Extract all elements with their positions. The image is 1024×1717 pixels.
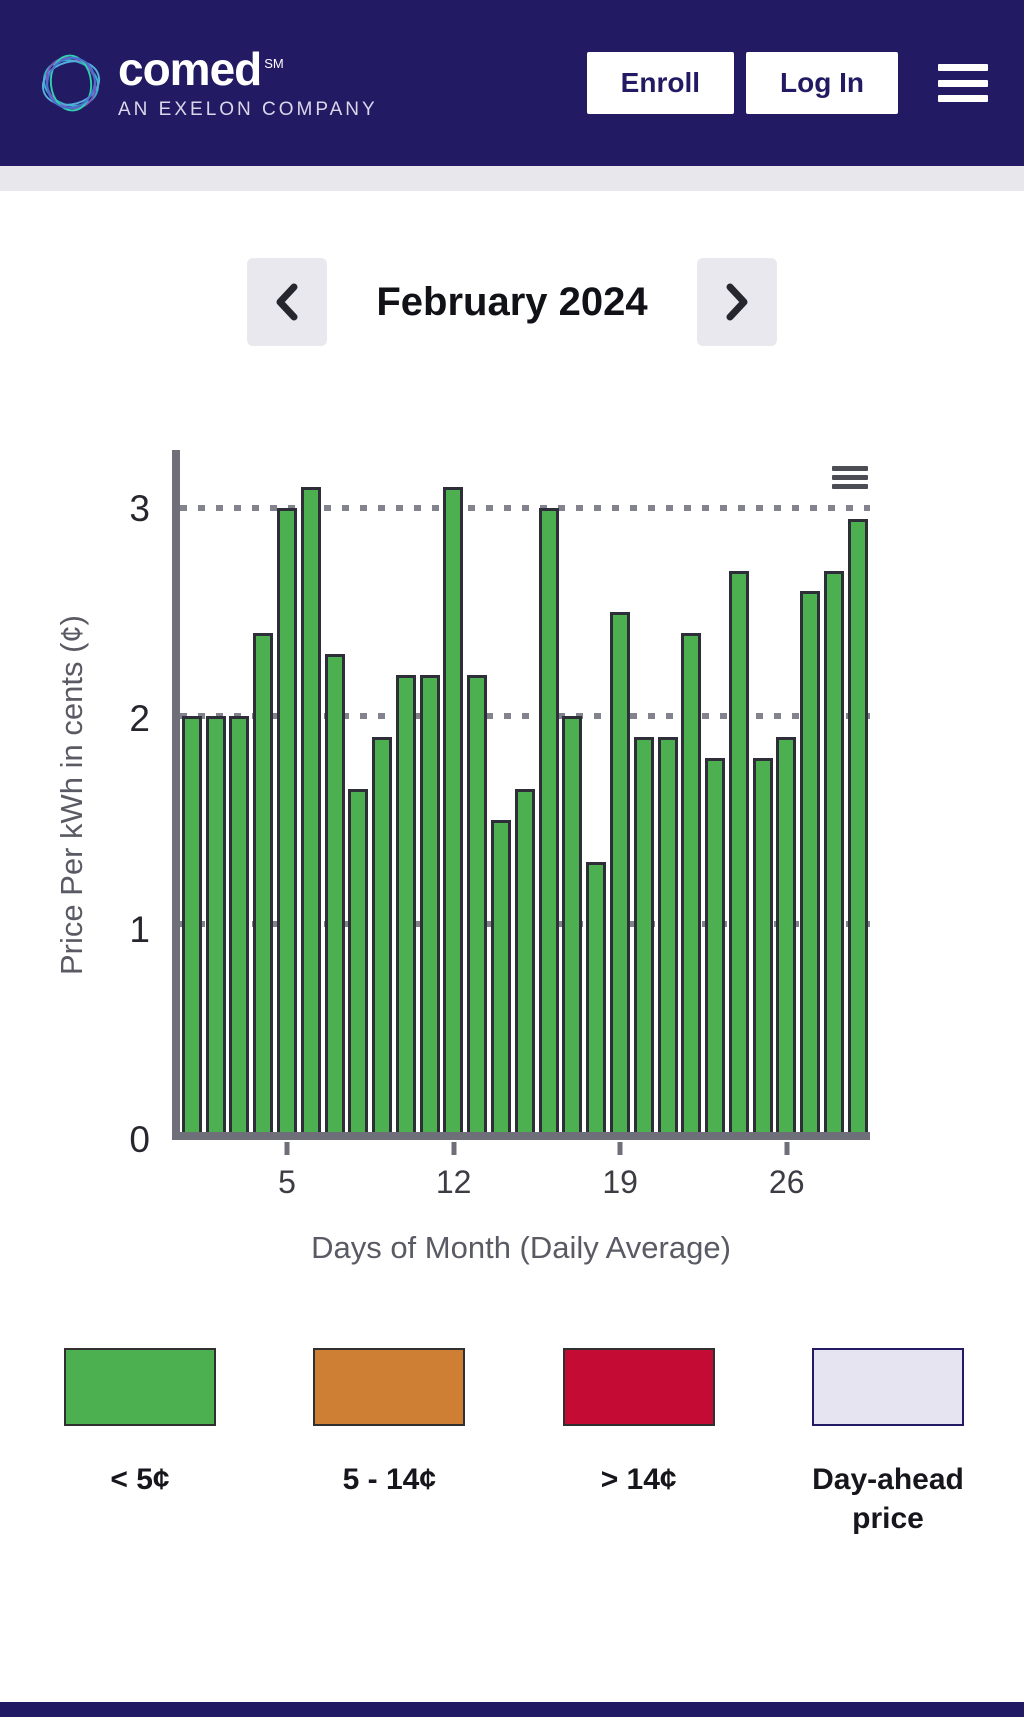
chart-context-menu-icon[interactable] xyxy=(832,466,868,493)
bar-day-2[interactable] xyxy=(205,716,226,1132)
comed-swirl-icon xyxy=(41,54,101,112)
bar-day-16[interactable] xyxy=(538,508,559,1132)
x-axis-title: Days of Month (Daily Average) xyxy=(311,1230,731,1265)
legend-label-gt14: > 14¢ xyxy=(600,1463,677,1496)
legend-label-lt5: < 5¢ xyxy=(110,1463,170,1496)
bar-day-9[interactable] xyxy=(372,736,393,1132)
bar-day-25[interactable] xyxy=(752,757,773,1132)
bars-container xyxy=(180,450,870,1132)
legend-item-dayahead: Day-ahead price xyxy=(811,1348,964,1538)
bar-day-1[interactable] xyxy=(181,716,202,1132)
bar-day-20[interactable] xyxy=(633,736,654,1132)
legend-item-gt14: > 14¢ xyxy=(562,1348,715,1538)
y-tick-label-3: 3 xyxy=(129,487,150,529)
bar-day-3[interactable] xyxy=(229,716,250,1132)
bar-day-11[interactable] xyxy=(419,674,440,1132)
footer-strip xyxy=(0,1702,1024,1717)
bar-day-28[interactable] xyxy=(823,570,844,1132)
bar-day-22[interactable] xyxy=(681,632,702,1132)
month-title: February 2024 xyxy=(376,279,648,324)
chevron-right-icon xyxy=(726,283,748,321)
brand-trademark: SM xyxy=(264,56,284,72)
bar-day-24[interactable] xyxy=(728,570,749,1132)
month-navigation: February 2024 xyxy=(0,258,1024,346)
app-header: comed SM AN EXELON COMPANY Enroll Log In xyxy=(0,0,1024,166)
brand-subtitle: AN EXELON COMPANY xyxy=(118,98,378,120)
legend-item-lt5: < 5¢ xyxy=(64,1348,216,1538)
gridline-3 xyxy=(180,505,870,512)
bar-day-13[interactable] xyxy=(467,674,488,1132)
x-tick-5 xyxy=(284,1142,290,1155)
bar-day-23[interactable] xyxy=(705,757,726,1132)
bar-day-15[interactable] xyxy=(514,788,535,1132)
gridline-2 xyxy=(180,713,870,720)
legend-swatch-lt5 xyxy=(64,1348,216,1426)
x-tick-label-26: 26 xyxy=(768,1164,805,1200)
chart-legend: < 5¢ 5 - 14¢ > 14¢ Day-ahead price xyxy=(64,1348,964,1538)
bar-day-12[interactable] xyxy=(443,487,464,1132)
brand-name: comed SM xyxy=(118,42,284,95)
x-tick-26 xyxy=(784,1142,790,1155)
header-actions: Enroll Log In xyxy=(586,52,990,114)
x-tick-12 xyxy=(451,1142,457,1155)
y-axis-labels: 0 1 2 3 xyxy=(80,450,150,1160)
bar-day-10[interactable] xyxy=(395,674,416,1132)
subheader-strip xyxy=(0,166,1024,191)
y-tick-label-0: 0 xyxy=(129,1119,150,1160)
bar-day-21[interactable] xyxy=(657,736,678,1132)
legend-swatch-5to14 xyxy=(313,1348,466,1426)
bar-day-18[interactable] xyxy=(586,861,607,1132)
prev-month-button[interactable] xyxy=(247,258,327,346)
bar-day-6[interactable] xyxy=(300,487,321,1132)
x-tick-label-19: 19 xyxy=(602,1164,638,1200)
legend-label-5to14: 5 - 14¢ xyxy=(342,1463,437,1496)
x-tick-19 xyxy=(617,1142,623,1155)
bar-day-29[interactable] xyxy=(847,518,868,1132)
legend-item-5to14: 5 - 14¢ xyxy=(313,1348,466,1538)
y-tick-label-1: 1 xyxy=(129,908,150,950)
bar-day-19[interactable] xyxy=(609,612,630,1132)
bar-day-7[interactable] xyxy=(324,653,345,1132)
hamburger-menu-icon[interactable] xyxy=(936,61,990,105)
x-tick-label-12: 12 xyxy=(435,1164,472,1200)
login-button[interactable]: Log In xyxy=(746,52,898,114)
bar-day-14[interactable] xyxy=(491,820,512,1132)
bar-day-26[interactable] xyxy=(776,736,797,1132)
chevron-left-icon xyxy=(276,283,298,321)
bar-day-8[interactable] xyxy=(348,788,369,1132)
brand-text: comed SM AN EXELON COMPANY xyxy=(118,46,378,121)
bar-day-17[interactable] xyxy=(562,716,583,1132)
x-tick-label-5: 5 xyxy=(278,1164,296,1200)
enroll-button[interactable]: Enroll xyxy=(586,52,735,114)
legend-swatch-gt14 xyxy=(562,1348,715,1426)
legend-swatch-dayahead xyxy=(811,1348,964,1426)
legend-label-dayahead: Day-ahead price xyxy=(812,1463,964,1535)
plot-area: 5 12 19 26 xyxy=(172,450,870,1200)
next-month-button[interactable] xyxy=(697,258,777,346)
bar-day-4[interactable] xyxy=(253,632,274,1132)
y-tick-label-2: 2 xyxy=(129,698,150,740)
bar-day-27[interactable] xyxy=(800,591,821,1132)
bar-day-5[interactable] xyxy=(277,508,298,1132)
comed-logo[interactable]: comed SM AN EXELON COMPANY xyxy=(34,46,378,121)
